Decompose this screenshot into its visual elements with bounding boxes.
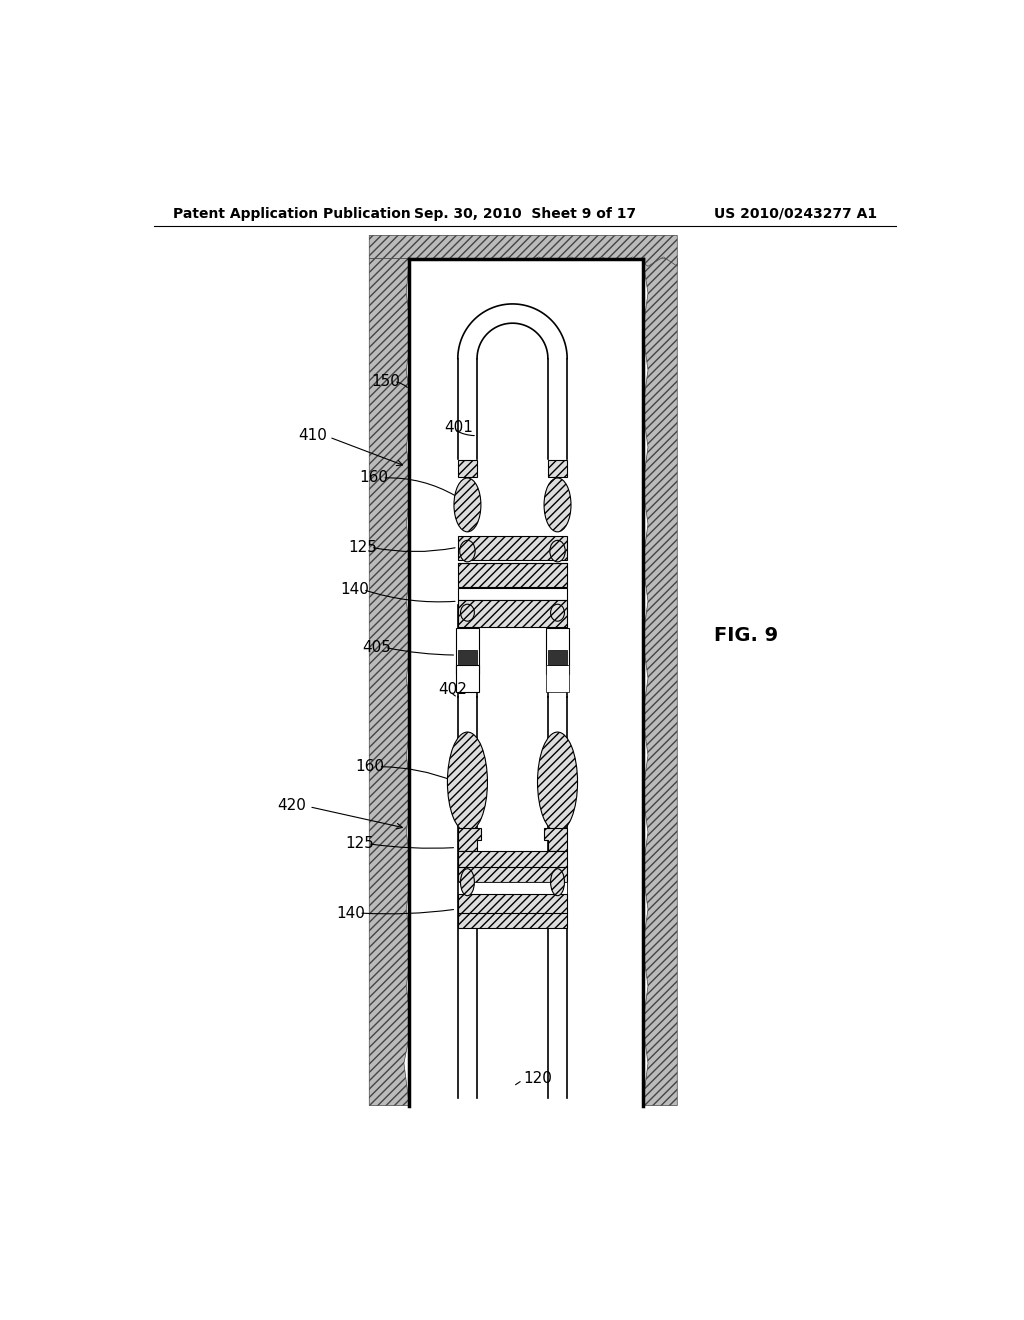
Ellipse shape — [447, 733, 487, 832]
Ellipse shape — [460, 540, 475, 562]
Bar — [458, 536, 567, 561]
Polygon shape — [544, 829, 567, 851]
Bar — [458, 882, 567, 894]
Text: 125: 125 — [345, 836, 374, 851]
Text: 125: 125 — [348, 540, 377, 554]
Text: 420: 420 — [278, 797, 306, 813]
Text: 140: 140 — [337, 906, 366, 920]
Bar — [548, 649, 567, 665]
Bar — [458, 461, 477, 478]
Polygon shape — [458, 829, 481, 851]
Bar — [547, 665, 568, 692]
Bar — [548, 461, 567, 478]
Bar — [458, 851, 567, 882]
Text: 401: 401 — [444, 420, 473, 436]
Bar — [458, 562, 567, 587]
Bar — [457, 628, 478, 675]
Text: 160: 160 — [355, 759, 385, 775]
Text: 402: 402 — [438, 682, 467, 697]
Bar — [458, 649, 477, 665]
Polygon shape — [370, 259, 412, 1106]
Text: 160: 160 — [359, 470, 388, 486]
Ellipse shape — [461, 869, 474, 896]
Text: 120: 120 — [523, 1071, 552, 1086]
Text: 150: 150 — [371, 374, 400, 389]
Ellipse shape — [551, 605, 564, 622]
Text: 410: 410 — [298, 428, 327, 444]
Text: Sep. 30, 2010  Sheet 9 of 17: Sep. 30, 2010 Sheet 9 of 17 — [414, 207, 636, 220]
Ellipse shape — [454, 478, 481, 532]
Bar — [458, 589, 567, 599]
Text: 405: 405 — [361, 640, 391, 655]
Text: US 2010/0243277 A1: US 2010/0243277 A1 — [715, 207, 878, 220]
Ellipse shape — [461, 605, 474, 622]
Text: Patent Application Publication: Patent Application Publication — [173, 207, 411, 220]
Bar — [458, 894, 567, 928]
Ellipse shape — [551, 869, 564, 896]
Polygon shape — [370, 235, 677, 267]
Bar — [457, 665, 478, 692]
Bar — [458, 599, 567, 627]
Ellipse shape — [538, 733, 578, 832]
Bar — [547, 628, 568, 675]
Text: 140: 140 — [340, 582, 370, 597]
Ellipse shape — [550, 540, 565, 562]
Bar — [410, 259, 643, 1106]
Text: FIG. 9: FIG. 9 — [715, 626, 778, 645]
Polygon shape — [643, 259, 677, 1106]
Ellipse shape — [544, 478, 571, 532]
